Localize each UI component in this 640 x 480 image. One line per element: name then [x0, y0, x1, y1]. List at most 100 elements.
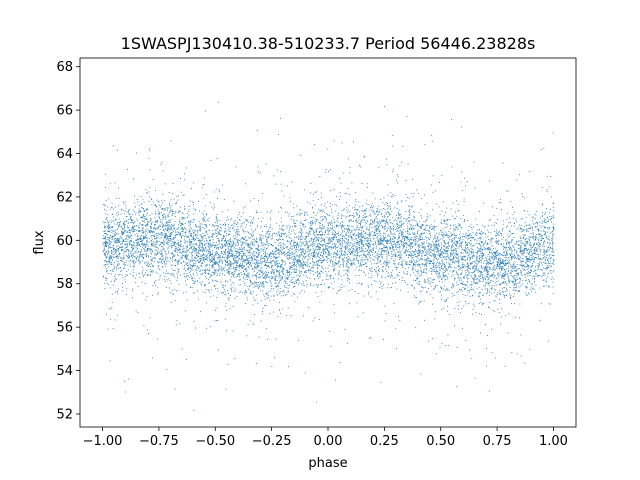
- data-point: [552, 254, 554, 256]
- data-point: [364, 236, 366, 238]
- data-point: [266, 230, 268, 232]
- data-point: [520, 285, 522, 287]
- data-point: [344, 246, 346, 248]
- data-point: [149, 263, 151, 265]
- data-point: [242, 248, 244, 249]
- data-point: [266, 274, 268, 276]
- data-point: [473, 239, 475, 241]
- data-point: [313, 239, 314, 241]
- data-point: [390, 238, 392, 240]
- data-point: [293, 207, 295, 209]
- data-point: [311, 267, 313, 269]
- data-point: [445, 345, 447, 347]
- data-point: [379, 211, 380, 213]
- data-point: [205, 270, 206, 272]
- data-point: [367, 233, 369, 235]
- data-point: [208, 282, 210, 284]
- data-point: [286, 278, 287, 280]
- data-point: [374, 269, 375, 270]
- data-point: [129, 232, 131, 234]
- data-point: [462, 248, 464, 250]
- data-point: [206, 239, 207, 241]
- data-point: [123, 213, 125, 215]
- data-point: [360, 235, 362, 237]
- data-point: [222, 184, 224, 186]
- data-point: [377, 236, 379, 237]
- data-point: [499, 202, 501, 204]
- data-point: [200, 240, 202, 242]
- data-point: [313, 267, 315, 269]
- data-point: [514, 317, 516, 318]
- data-point: [150, 230, 152, 232]
- data-point: [354, 233, 356, 234]
- data-point: [553, 255, 555, 257]
- data-point: [494, 253, 496, 255]
- data-point: [389, 248, 391, 250]
- data-point: [294, 222, 296, 224]
- data-point: [303, 291, 305, 293]
- data-point: [260, 257, 262, 259]
- data-point: [544, 262, 546, 264]
- data-point: [390, 239, 392, 241]
- data-point: [233, 235, 234, 237]
- data-point: [265, 256, 267, 258]
- data-point: [306, 251, 308, 253]
- data-point: [114, 235, 116, 237]
- data-point: [527, 238, 529, 240]
- data-point: [320, 241, 322, 243]
- data-point: [163, 244, 165, 246]
- data-point: [221, 237, 223, 239]
- data-point: [212, 258, 214, 260]
- data-point: [510, 234, 512, 236]
- data-point: [361, 283, 363, 285]
- data-point: [481, 245, 483, 247]
- data-point: [201, 284, 203, 286]
- data-point: [455, 272, 457, 274]
- data-point: [335, 257, 337, 258]
- data-point: [193, 409, 195, 411]
- data-point: [207, 233, 209, 235]
- data-point: [272, 277, 274, 279]
- data-point: [535, 227, 537, 228]
- data-point: [132, 227, 134, 229]
- data-point: [368, 233, 370, 235]
- data-point: [144, 231, 146, 233]
- data-point: [215, 262, 217, 264]
- data-point: [421, 238, 422, 240]
- data-point: [304, 213, 305, 215]
- data-point: [466, 259, 468, 261]
- data-point: [405, 237, 407, 238]
- data-point: [352, 233, 354, 235]
- data-point: [480, 271, 482, 272]
- data-point: [260, 283, 262, 285]
- data-point: [207, 254, 208, 256]
- data-point: [213, 259, 215, 261]
- data-point: [461, 256, 463, 258]
- data-point: [233, 258, 234, 260]
- data-point: [209, 274, 211, 276]
- data-point: [229, 261, 231, 263]
- data-point: [112, 284, 114, 286]
- data-point: [433, 256, 435, 258]
- data-point: [111, 221, 113, 223]
- data-point: [373, 227, 375, 229]
- data-point: [254, 256, 256, 258]
- data-point: [215, 288, 216, 290]
- data-point: [453, 232, 455, 234]
- data-point: [237, 275, 239, 277]
- data-point: [469, 240, 471, 242]
- data-point: [459, 245, 461, 247]
- data-point: [193, 249, 195, 251]
- data-point: [228, 263, 230, 265]
- data-point: [186, 250, 188, 252]
- data-point: [415, 221, 417, 223]
- data-point: [127, 258, 129, 259]
- data-point: [299, 259, 301, 261]
- data-point: [358, 235, 360, 237]
- data-point: [405, 235, 407, 237]
- data-point: [550, 176, 552, 177]
- data-point: [478, 279, 480, 281]
- data-point: [141, 246, 143, 248]
- data-point: [115, 256, 117, 258]
- data-point: [256, 278, 257, 280]
